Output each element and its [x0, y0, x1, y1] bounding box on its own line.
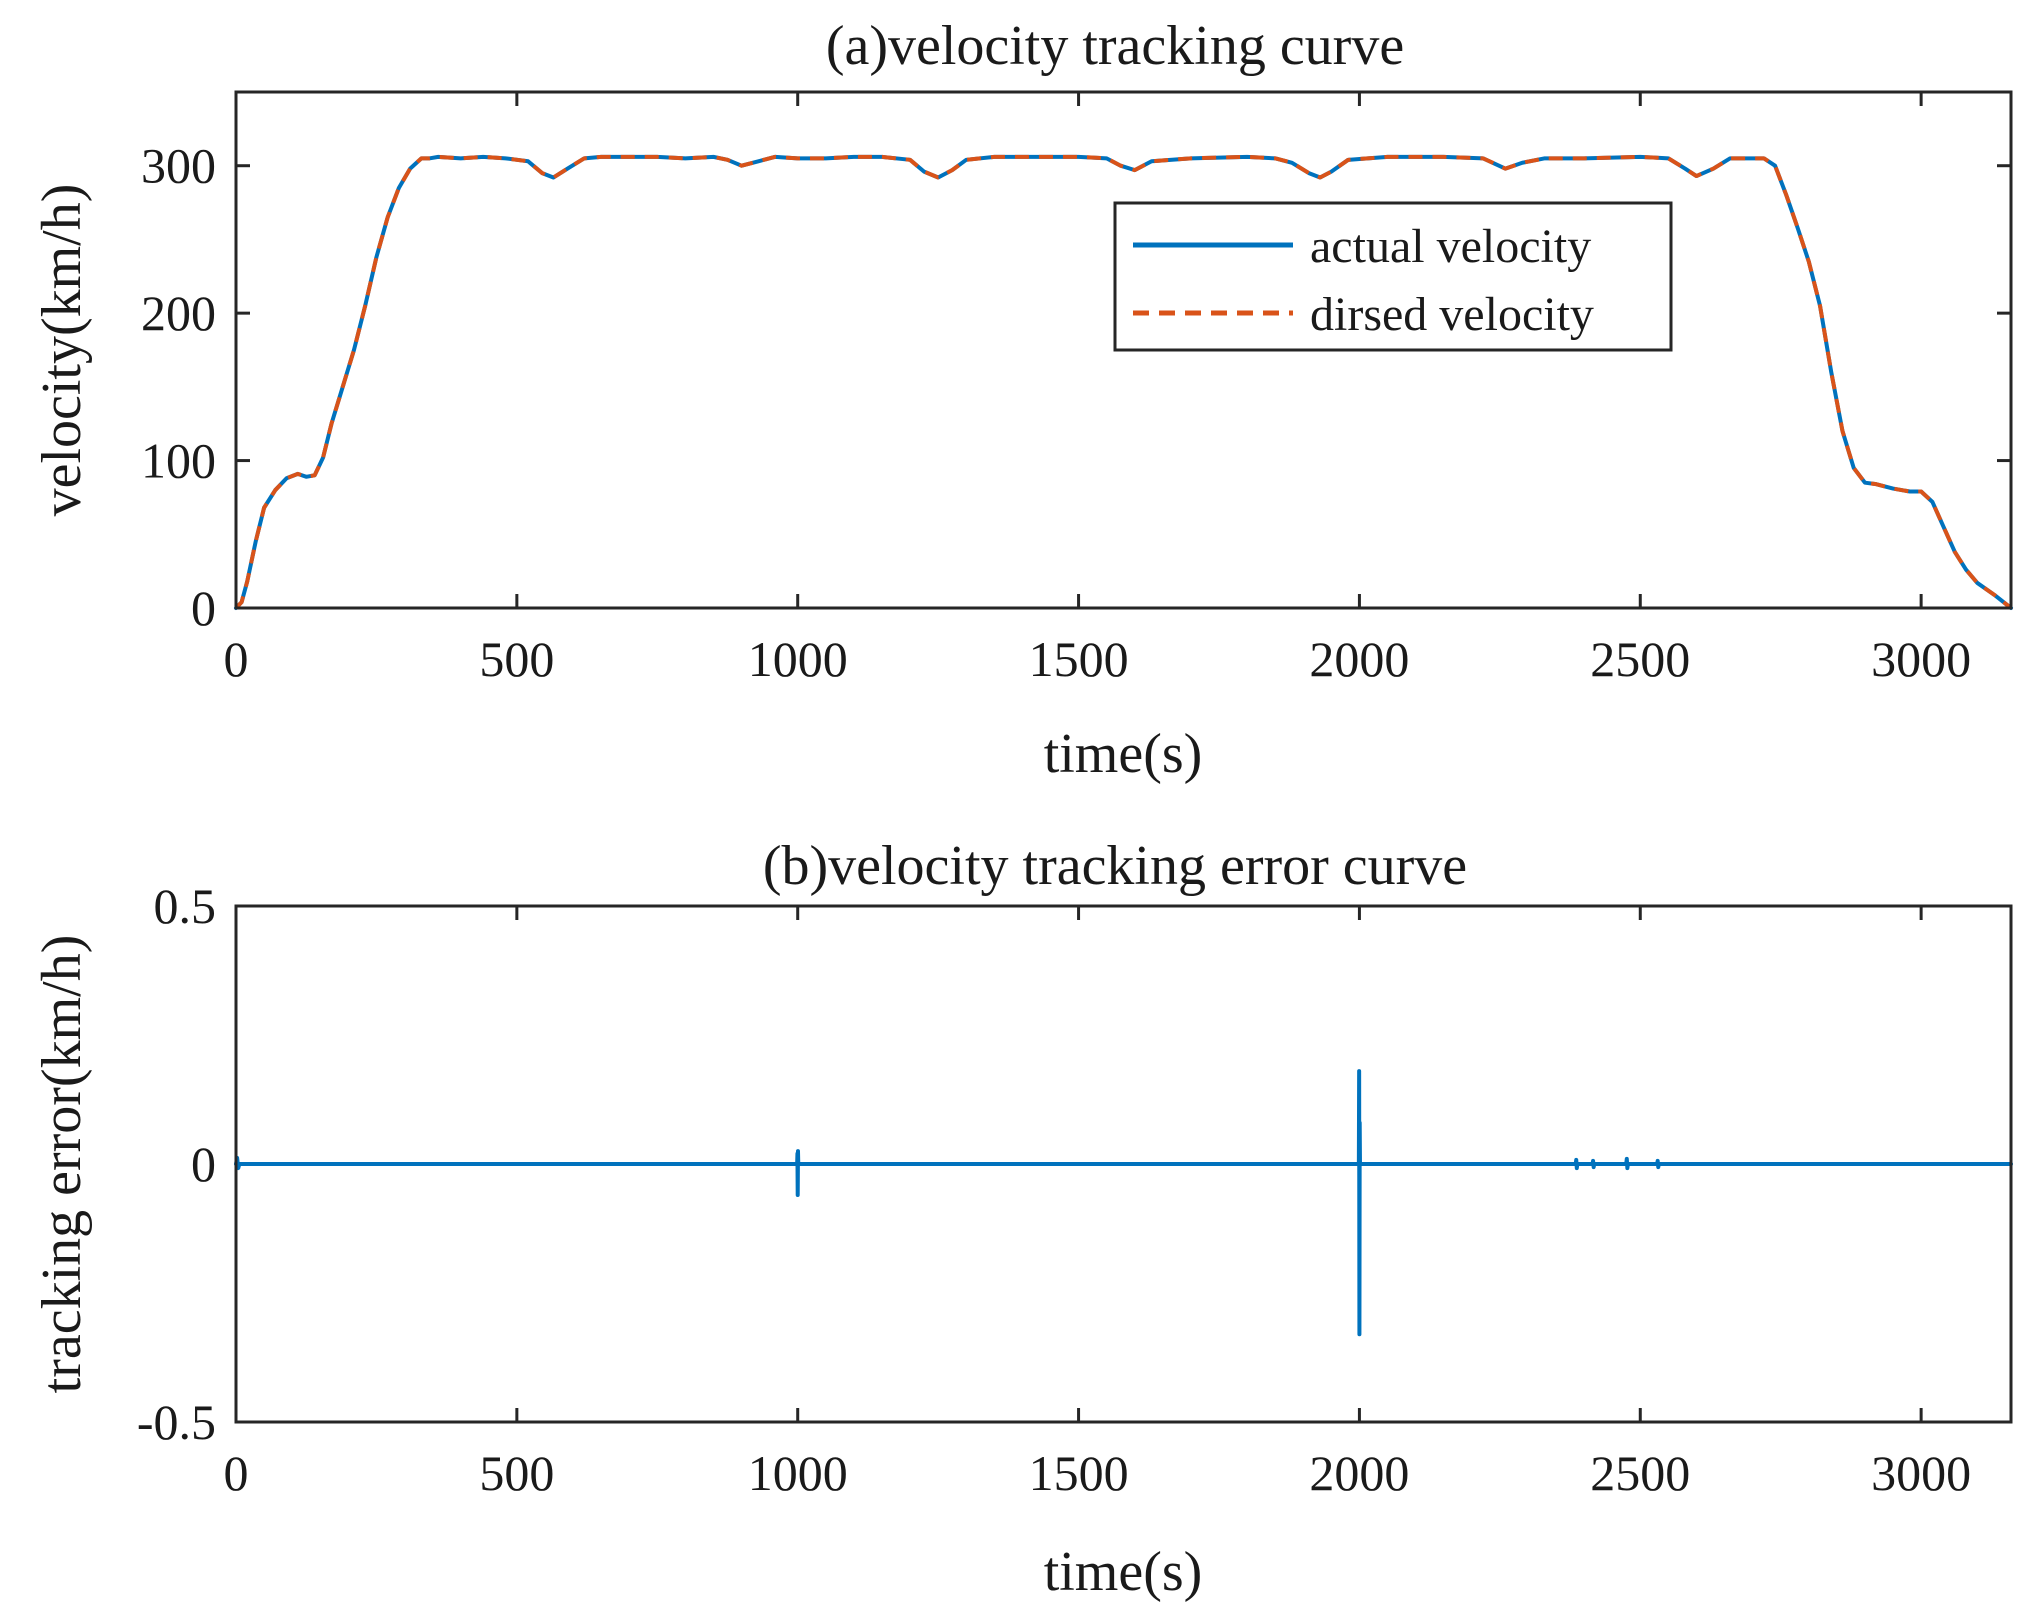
- chart-b-xlabel: time(s): [1044, 1541, 1203, 1603]
- chart-b-axes-box: [234, 904, 2013, 1424]
- x-tick-label: 2500: [1590, 1445, 1690, 1501]
- x-tick-label: 1000: [748, 631, 848, 687]
- x-tick-label: 3000: [1871, 1445, 1971, 1501]
- chart-a-axes-box: [234, 90, 2013, 610]
- x-tick-label: 3000: [1871, 631, 1971, 687]
- chart-b-tick-labels: 0 500 1000 1500 2000 2500 3000-0.500.5: [137, 878, 1971, 1501]
- x-tick-label: 1500: [1029, 1445, 1129, 1501]
- chart-b-ylabel: tracking error(km/h): [31, 935, 93, 1394]
- y-tick-label: 0: [191, 1136, 216, 1192]
- chart-a-series: [234, 154, 2013, 610]
- chart-b-title: (b)velocity tracking error curve: [763, 835, 1467, 897]
- x-tick-label: 2500: [1590, 631, 1690, 687]
- legend-label-actual: actual velocity: [1310, 220, 1591, 273]
- chart-a-tick-labels: 0 500 1000 1500 2000 2500 3000 0 100 200 300: [141, 138, 1971, 687]
- chart-a-title: (a)velocity tracking curve: [826, 15, 1404, 77]
- chart-a-ticks: [234, 92, 2011, 610]
- y-tick-label: 300: [141, 138, 216, 194]
- x-tick-label: 0: [224, 1445, 249, 1501]
- tracking-error-line: [234, 1069, 2013, 1337]
- tracking-error-chart: (b)velocity tracking error curve 0 500 100…: [31, 835, 2013, 1603]
- x-tick-label: 1500: [1029, 631, 1129, 687]
- chart-a-ylabel: velocity(km/h): [31, 184, 93, 517]
- chart-b-series: [234, 1069, 2013, 1337]
- y-tick-label: -0.5: [137, 1394, 216, 1450]
- y-tick-label: 0: [191, 580, 216, 636]
- velocity-tracking-chart: (a)velocity tracking curve 0 500 1000 1500 2…: [31, 15, 2013, 785]
- legend-box: [1113, 201, 1673, 352]
- x-tick-label: 500: [479, 631, 554, 687]
- y-tick-label: 200: [141, 285, 216, 341]
- chart-a-legend: actual velocity dirsed velocity: [1113, 201, 1673, 352]
- y-tick-label: 100: [141, 433, 216, 489]
- x-tick-label: 2000: [1309, 631, 1409, 687]
- x-tick-label: 500: [479, 1445, 554, 1501]
- x-tick-label: 1000: [748, 1445, 848, 1501]
- desired-velocity-line: [234, 154, 2013, 610]
- x-tick-label: 2000: [1309, 1445, 1409, 1501]
- legend-label-desired: dirsed velocity: [1310, 288, 1594, 341]
- x-tick-label: 0: [224, 631, 249, 687]
- y-tick-label: 0.5: [154, 878, 217, 934]
- chart-a-xlabel: time(s): [1044, 723, 1203, 785]
